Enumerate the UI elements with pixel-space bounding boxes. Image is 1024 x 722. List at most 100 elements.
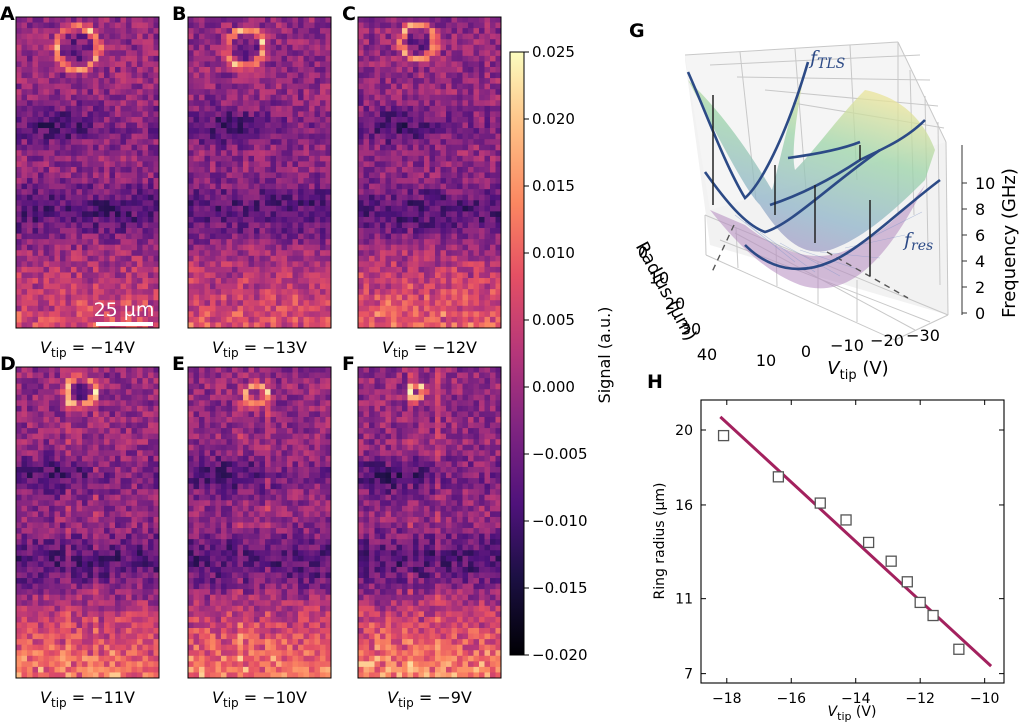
x-tick-label: −10 <box>970 691 1000 707</box>
surface-3d <box>688 70 935 252</box>
voltage-label: Vtip = −12V <box>382 338 477 360</box>
heatmap-frame <box>15 366 160 679</box>
colorbar-tick-label: −0.010 <box>532 512 588 530</box>
tls-curve-3 <box>744 178 941 271</box>
vtip-tick-label: −10 <box>830 336 864 355</box>
heatmap-panel-b: B Vtip = −13V <box>172 3 332 360</box>
heatmap-frame <box>187 366 332 679</box>
colorbar-label: Signal (a.u.) <box>595 307 614 404</box>
colorbar-tick-label: 0.015 <box>532 177 575 195</box>
heatmap-panel-d: D Vtip = −11V <box>0 353 160 710</box>
colorbar-tick-label: 0.025 <box>532 43 575 61</box>
panel-label-e: E <box>172 353 185 375</box>
heatmap-panel-e: E Vtip = −10V <box>172 353 332 710</box>
z-tick-label: 2 <box>975 278 985 297</box>
panel-h-y-label: Ring radius (µm) <box>652 482 668 599</box>
x-tick-label: −12 <box>905 691 935 707</box>
colorbar-tick-label: −0.015 <box>532 579 588 597</box>
tls-curve-4 <box>769 119 926 207</box>
tls-curve-1 <box>686 61 810 200</box>
data-point <box>717 429 730 442</box>
z-tick-label: 4 <box>975 252 985 271</box>
heatmap-panel-c: C Vtip = −12V <box>342 3 502 360</box>
data-point <box>953 643 965 655</box>
x-tick-label: −18 <box>712 691 742 707</box>
y-tick-label: 7 <box>684 667 693 683</box>
x-tick-label: −16 <box>776 691 806 707</box>
panel-h: H −18 −16 −14 −12 −10 7 11 16 20 Ring radius (µm… <box>647 371 1005 722</box>
colorbar-gradient <box>509 51 525 656</box>
y-tick-label: 20 <box>675 423 693 439</box>
voltage-label: Vtip = −13V <box>212 338 307 360</box>
z-tick-label: 8 <box>975 200 985 219</box>
data-point <box>862 536 875 549</box>
z-axis-label: Frequency (GHz) <box>999 168 1020 318</box>
z-tick-label: 10 <box>975 174 995 193</box>
heatmap-panel-a: A Vtip = −14V 25 µm <box>0 3 160 360</box>
radius-tick-label: 20 <box>665 294 685 313</box>
vtip-tick-label: 0 <box>801 342 811 361</box>
colorbar-tick-label: 0.010 <box>532 244 575 262</box>
colorbar-tick-label: −0.020 <box>532 646 588 664</box>
panel-label-g: G <box>629 20 645 42</box>
tls-curves <box>686 61 941 271</box>
colorbar-tick-label: 0.000 <box>532 378 575 396</box>
radius-axis-label: Radius (µm) <box>631 238 701 344</box>
x-tick-label: −14 <box>841 691 871 707</box>
data-point <box>914 596 926 609</box>
colorbar-tick-label: 0.005 <box>532 311 575 329</box>
label-f-res: fres <box>902 229 933 254</box>
panel-label-b: B <box>172 3 186 25</box>
scale-bar-label: 25 µm <box>94 299 155 321</box>
data-point <box>772 471 785 483</box>
radius-tick-label: 10 <box>649 269 669 288</box>
projection-dashed-1 <box>711 224 735 273</box>
voltage-label: Vtip = −9V <box>387 688 472 710</box>
radius-tick-label: 40 <box>697 345 717 364</box>
y-tick-label: 11 <box>675 592 693 608</box>
data-point <box>814 497 826 509</box>
heatmap-panel-f: F Vtip = −9V <box>342 353 502 710</box>
panel-label-c: C <box>342 3 356 25</box>
heatmap-panels: A Vtip = −14V 25 µm B Vtip = −13V C Vtip = −12… <box>0 3 502 710</box>
radius-tick-label: 0 <box>638 243 648 262</box>
heatmap-frame <box>357 16 502 329</box>
panel-label-a: A <box>0 3 15 25</box>
vtip-axis: 10 0 −10 −20 −30 Vtip (V) <box>756 326 940 383</box>
vtip-tick-label: −30 <box>906 326 940 345</box>
label-f-tls: fTLS <box>808 47 845 72</box>
data-point <box>901 576 913 588</box>
surface-3d-lower <box>710 185 925 289</box>
vtip-axis-label: Vtip (V) <box>827 358 888 383</box>
data-point <box>885 555 897 567</box>
y-tick-label: 16 <box>675 498 693 514</box>
radius-tick-label: 30 <box>681 320 701 339</box>
vertical-droplines <box>712 95 871 276</box>
panel-h-x-label: Vtip (V) <box>828 704 877 722</box>
panel-label-f: F <box>342 353 355 375</box>
tls-curve-5 <box>787 140 861 160</box>
voltage-label: Vtip = −10V <box>212 688 307 710</box>
panel-h-plot-area: −18 −16 −14 −12 −10 7 11 16 20 <box>675 400 1004 707</box>
heatmap-frame <box>357 366 502 679</box>
tls-curve-2 <box>703 148 881 234</box>
colorbar-tick-label: 0.020 <box>532 110 575 128</box>
fit-line <box>719 415 993 668</box>
panel-label-h: H <box>647 371 663 393</box>
z-axis: 0 2 4 6 8 10 Frequency (GHz) <box>961 145 1020 323</box>
colorbar: 0.025 0.020 0.015 0.010 0.005 0.000 −0.005 −0.0… <box>509 43 614 664</box>
heatmap-frame <box>15 16 160 329</box>
colorbar-tick-label: −0.005 <box>532 445 588 463</box>
panel-label-d: D <box>0 353 16 375</box>
vtip-tick-label: −20 <box>870 331 904 350</box>
radius-axis: 010 20 30 40 Radius (µm) <box>631 238 717 364</box>
z-tick-label: 6 <box>975 226 985 245</box>
voltage-label: Vtip = −14V <box>40 338 135 360</box>
panel-h-plot-frame <box>700 399 1005 684</box>
data-point <box>840 514 852 526</box>
data-point <box>927 609 939 622</box>
heatmap-frame <box>187 16 332 329</box>
z-tick-label: 0 <box>975 304 985 323</box>
panel-g: G <box>629 20 1020 383</box>
